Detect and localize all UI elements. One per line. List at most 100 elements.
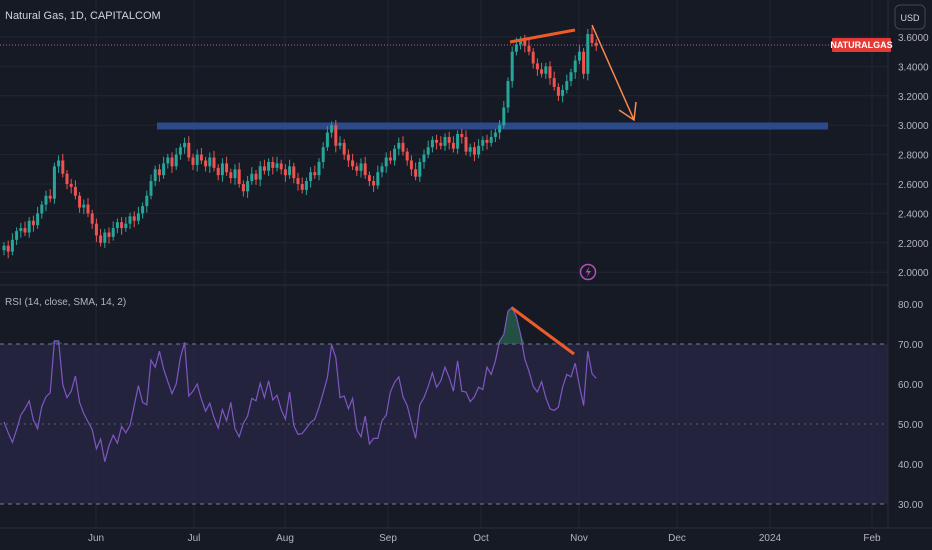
candle (548, 61, 552, 85)
candle (422, 149, 426, 169)
chart-title: Natural Gas, 1D, CAPITALCOM (5, 10, 161, 22)
candle (309, 167, 313, 188)
time-tick-label: 2024 (759, 533, 782, 544)
candle (544, 62, 548, 79)
candle (237, 162, 241, 188)
candle (363, 156, 367, 179)
rsi-tick-label: 50.00 (898, 420, 923, 431)
price-axis[interactable]: 3.6000 3.4000 3.2000 3.0000 2.8000 2.6000 2.40… (898, 33, 929, 279)
candle (477, 139, 481, 159)
candle (342, 139, 346, 160)
candle (577, 45, 581, 65)
candle (241, 180, 245, 197)
candle (275, 156, 279, 172)
candle (435, 134, 439, 150)
candle (229, 168, 233, 184)
candle (233, 164, 237, 185)
candle (170, 152, 174, 173)
candle (313, 165, 317, 179)
candle (82, 199, 86, 215)
candle (292, 162, 296, 184)
candle (321, 142, 325, 169)
candle (481, 136, 485, 151)
candle (304, 177, 308, 196)
candle (498, 120, 502, 140)
candle (115, 218, 119, 234)
rsi-tick-label: 70.00 (898, 340, 923, 351)
candle (355, 162, 359, 176)
candle (187, 136, 191, 162)
time-tick-label: Oct (473, 533, 489, 544)
candle (535, 58, 539, 76)
candle (561, 84, 565, 103)
time-axis[interactable]: Jun Jul Aug Sep Oct Nov Dec 2024 Feb (88, 533, 881, 544)
candle (569, 68, 573, 87)
candle (288, 159, 292, 179)
candle (174, 147, 178, 171)
candle (468, 143, 472, 157)
candle (414, 162, 418, 181)
candle (531, 48, 535, 69)
candle (451, 136, 455, 153)
candle (15, 227, 19, 246)
candle (103, 228, 107, 248)
price-divergence-trendline[interactable] (509, 28, 576, 44)
candle (447, 131, 451, 150)
candle (141, 202, 145, 219)
candle (376, 165, 380, 190)
candle (145, 190, 149, 213)
currency-button[interactable]: USD (894, 4, 926, 30)
candle (90, 209, 94, 229)
candle (334, 120, 338, 153)
candle (73, 180, 77, 200)
candle (506, 77, 510, 113)
candle (23, 221, 27, 237)
candle (31, 215, 35, 232)
price-tick-label: 3.2000 (898, 92, 929, 103)
candle (594, 39, 598, 51)
candle (359, 158, 363, 178)
candle (40, 200, 44, 219)
rsi-divergence-trendline[interactable] (511, 306, 575, 356)
candle (405, 147, 409, 166)
candle (57, 155, 61, 173)
candle (372, 175, 376, 193)
candle (178, 143, 182, 160)
time-tick-label: Dec (668, 533, 686, 544)
candle (271, 156, 275, 175)
candle (510, 46, 514, 88)
time-tick-label: Jul (188, 533, 201, 544)
candle (216, 164, 220, 181)
price-tick-label: 2.0000 (898, 268, 929, 279)
down-arrow-drawing[interactable] (591, 24, 637, 122)
candle (120, 217, 124, 235)
candle (456, 130, 460, 154)
candle (204, 156, 208, 172)
price-tick-label: 2.8000 (898, 151, 929, 162)
candle (519, 36, 523, 50)
candle (552, 71, 556, 91)
candle (300, 177, 304, 194)
candle (573, 55, 577, 79)
candle (136, 206, 140, 225)
candle (246, 175, 250, 198)
symbol-price-tag: NATURALGAS (830, 37, 893, 52)
candle (523, 34, 527, 53)
candle (472, 142, 476, 162)
candle (485, 134, 489, 150)
lightning-event-icon[interactable] (579, 263, 597, 281)
candle (36, 206, 40, 229)
rsi-axis[interactable]: 80.00 70.00 60.00 50.00 40.00 30.00 (898, 300, 923, 511)
candle (2, 242, 6, 256)
rsi-tick-label: 80.00 (898, 300, 923, 311)
candle (267, 158, 271, 176)
time-tick-label: Aug (276, 533, 294, 544)
candle (540, 62, 544, 78)
price-tick-label: 3.0000 (898, 121, 929, 132)
candle (220, 158, 224, 182)
candle (191, 153, 195, 171)
price-tick-label: 2.6000 (898, 180, 929, 191)
candle (565, 74, 569, 94)
candle (439, 136, 443, 150)
